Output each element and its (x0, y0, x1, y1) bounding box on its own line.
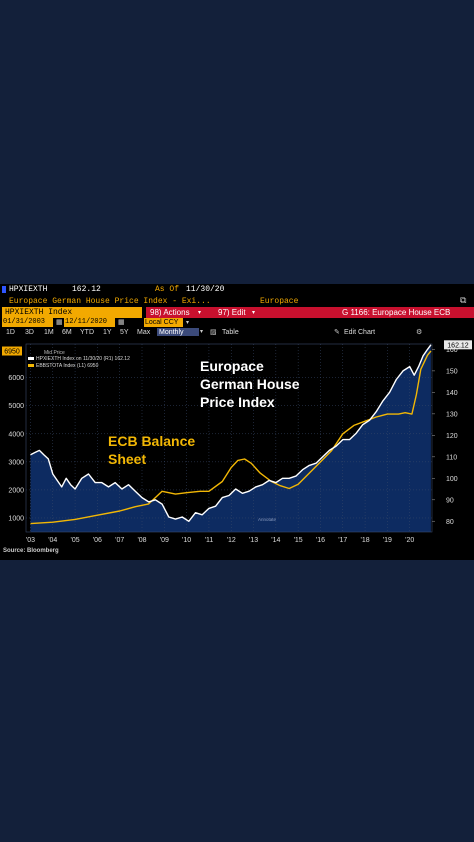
edit-button[interactable]: 97) Edit (218, 308, 246, 317)
currency-select[interactable]: Local CCY (144, 318, 183, 327)
left-last-value-tag (2, 346, 22, 356)
left-tick-label: 5000 (8, 403, 24, 410)
right-tick-label: 80 (446, 519, 454, 526)
ecb-annotation-line-1: ECB Balance (108, 433, 195, 449)
currency-dropdown-icon[interactable]: ▾ (186, 320, 190, 326)
legend-house-entry: HPXIEXTH Index on 11/30/20 (R1) 162.12 (36, 356, 130, 362)
bloomberg-chart-panel: HPXIEXTH 162.12 As Of 11/30/20 Europace … (0, 284, 474, 560)
x-tick-label: '14 (271, 537, 280, 544)
chart-settings-icon[interactable]: ⚙ (416, 329, 423, 336)
frequency-dropdown-icon[interactable]: ▾ (200, 329, 204, 335)
x-tick-label: '10 (182, 537, 191, 544)
house-annotation-line-2: German House (200, 376, 300, 392)
x-tick-label: '06 (93, 537, 102, 544)
x-tick-label: '04 (48, 537, 57, 544)
ecb-annotation-line-2: Sheet (108, 451, 146, 467)
legend-title: Mid Price (44, 350, 65, 356)
x-tick-label: '20 (405, 537, 414, 544)
house-annotation-line-1: Europace (200, 358, 264, 374)
x-tick-label: '11 (205, 537, 214, 544)
security-tag[interactable] (2, 307, 142, 318)
left-last-value: 6950 (4, 349, 20, 356)
right-tick-label: 120 (446, 433, 458, 440)
security-description: Europace German House Price Index - Exi.… (9, 297, 211, 306)
date-range-bar: 01/31/2003 ▦ 12/11/2020 ▦ Local CCY ▾ (0, 318, 474, 328)
end-date-field[interactable]: 12/11/2020 (64, 318, 115, 327)
chart: '03 '04 '05 '06 '07 '08 '09 '10 '11 '12 '13 '14 '15 '… (0, 336, 474, 548)
legend-ecb-entry: EBBSTOTA Index (L1) 6950 (36, 363, 99, 369)
frequency-select[interactable]: Monthly (157, 328, 199, 337)
right-tick-label: 140 (446, 390, 458, 397)
chart-type-icon[interactable]: ▨ (210, 329, 217, 336)
x-tick-label: '05 (71, 537, 80, 544)
x-tick-label: '03 (26, 537, 35, 544)
legend-house-swatch (28, 357, 34, 360)
legend-ecb-swatch (28, 364, 34, 367)
description-row: Europace German House Price Index - Exi.… (0, 296, 474, 307)
left-tick-label: 6000 (8, 375, 24, 382)
actions-bar (146, 307, 306, 318)
house-series-line (30, 344, 432, 523)
actions-button[interactable]: 98) Actions (150, 308, 190, 317)
period-ytd-button[interactable]: YTD (80, 329, 94, 336)
ticker-marker (2, 286, 6, 293)
as-of-date: 11/30/20 (186, 285, 225, 294)
period-1d-button[interactable]: 1D (6, 329, 15, 336)
right-tick-label: 100 (446, 476, 458, 483)
x-tick-label: '08 (137, 537, 146, 544)
period-1m-button[interactable]: 1M (44, 329, 54, 336)
plot-frame (25, 343, 433, 533)
x-tick-label: '15 (294, 537, 303, 544)
as-of-label: As Of (155, 285, 180, 294)
calendar-icon[interactable]: ▦ (56, 319, 63, 326)
period-5y-button[interactable]: 5Y (120, 329, 129, 336)
x-tick-label: '07 (115, 537, 124, 544)
start-date-field[interactable]: 01/31/2003 (2, 318, 53, 327)
period-max-button[interactable]: Max (137, 329, 151, 336)
right-tick-label: 90 (446, 497, 454, 504)
house-area-fill (30, 344, 431, 532)
right-tick-label: 130 (446, 411, 458, 418)
x-tick-label: '17 (338, 537, 347, 544)
right-tick-label: 160 (446, 347, 458, 354)
toolbar: HPXIEXTH Index 98) Actions ▾ 97) Edit ▾ … (0, 307, 474, 318)
x-tick-label: '12 (227, 537, 236, 544)
function-title: G 1166: Europace House ECB (342, 308, 451, 317)
right-tick-label: 110 (446, 454, 457, 461)
table-button[interactable]: Table (222, 329, 239, 336)
x-tick-label: '09 (160, 537, 169, 544)
function-title-bar (306, 307, 474, 318)
edit-chart-icon[interactable]: ✎ (334, 329, 340, 336)
right-last-value-tag (444, 340, 472, 350)
ticker-header: HPXIEXTH 162.12 As Of 11/30/20 (0, 284, 474, 296)
left-tick-label: 3000 (8, 459, 24, 466)
ticker-symbol[interactable]: HPXIEXTH (9, 285, 48, 294)
security-tag-label: HPXIEXTH Index (5, 308, 73, 317)
edit-dropdown-icon[interactable]: ▾ (252, 310, 256, 316)
edit-chart-button[interactable]: Edit Chart (344, 329, 376, 336)
left-tick-label: 4000 (8, 431, 24, 438)
period-1y-button[interactable]: 1Y (103, 329, 112, 336)
actions-dropdown-icon[interactable]: ▾ (198, 310, 202, 316)
annotate-marker: Annotate (258, 517, 277, 522)
source-note: Source: Bloomberg (3, 548, 59, 554)
x-tick-label: '18 (361, 537, 370, 544)
calendar-icon[interactable]: ▦ (118, 319, 125, 326)
legend: Mid Price HPXIEXTH Index on 11/30/20 (R1… (28, 350, 130, 369)
period-6m-button[interactable]: 6M (62, 329, 72, 336)
last-value: 162.12 (72, 285, 101, 294)
left-tick-label: 1000 (8, 515, 24, 522)
period-3d-button[interactable]: 3D (25, 329, 34, 336)
source-name: Europace (260, 297, 299, 306)
x-tick-label: '13 (249, 537, 258, 544)
left-tick-label: 2000 (8, 487, 24, 494)
period-bar: 1D 3D 1M 6M YTD 1Y 5Y Max Monthly ▾ ▨ Ta… (0, 328, 474, 337)
x-tick-label: '16 (316, 537, 325, 544)
x-tick-label: '19 (383, 537, 392, 544)
house-annotation-line-3: Price Index (200, 394, 275, 410)
right-last-value: 162.12 (447, 342, 469, 349)
share-window-icon[interactable]: ⧉ (460, 296, 467, 306)
right-tick-label: 150 (446, 368, 458, 375)
